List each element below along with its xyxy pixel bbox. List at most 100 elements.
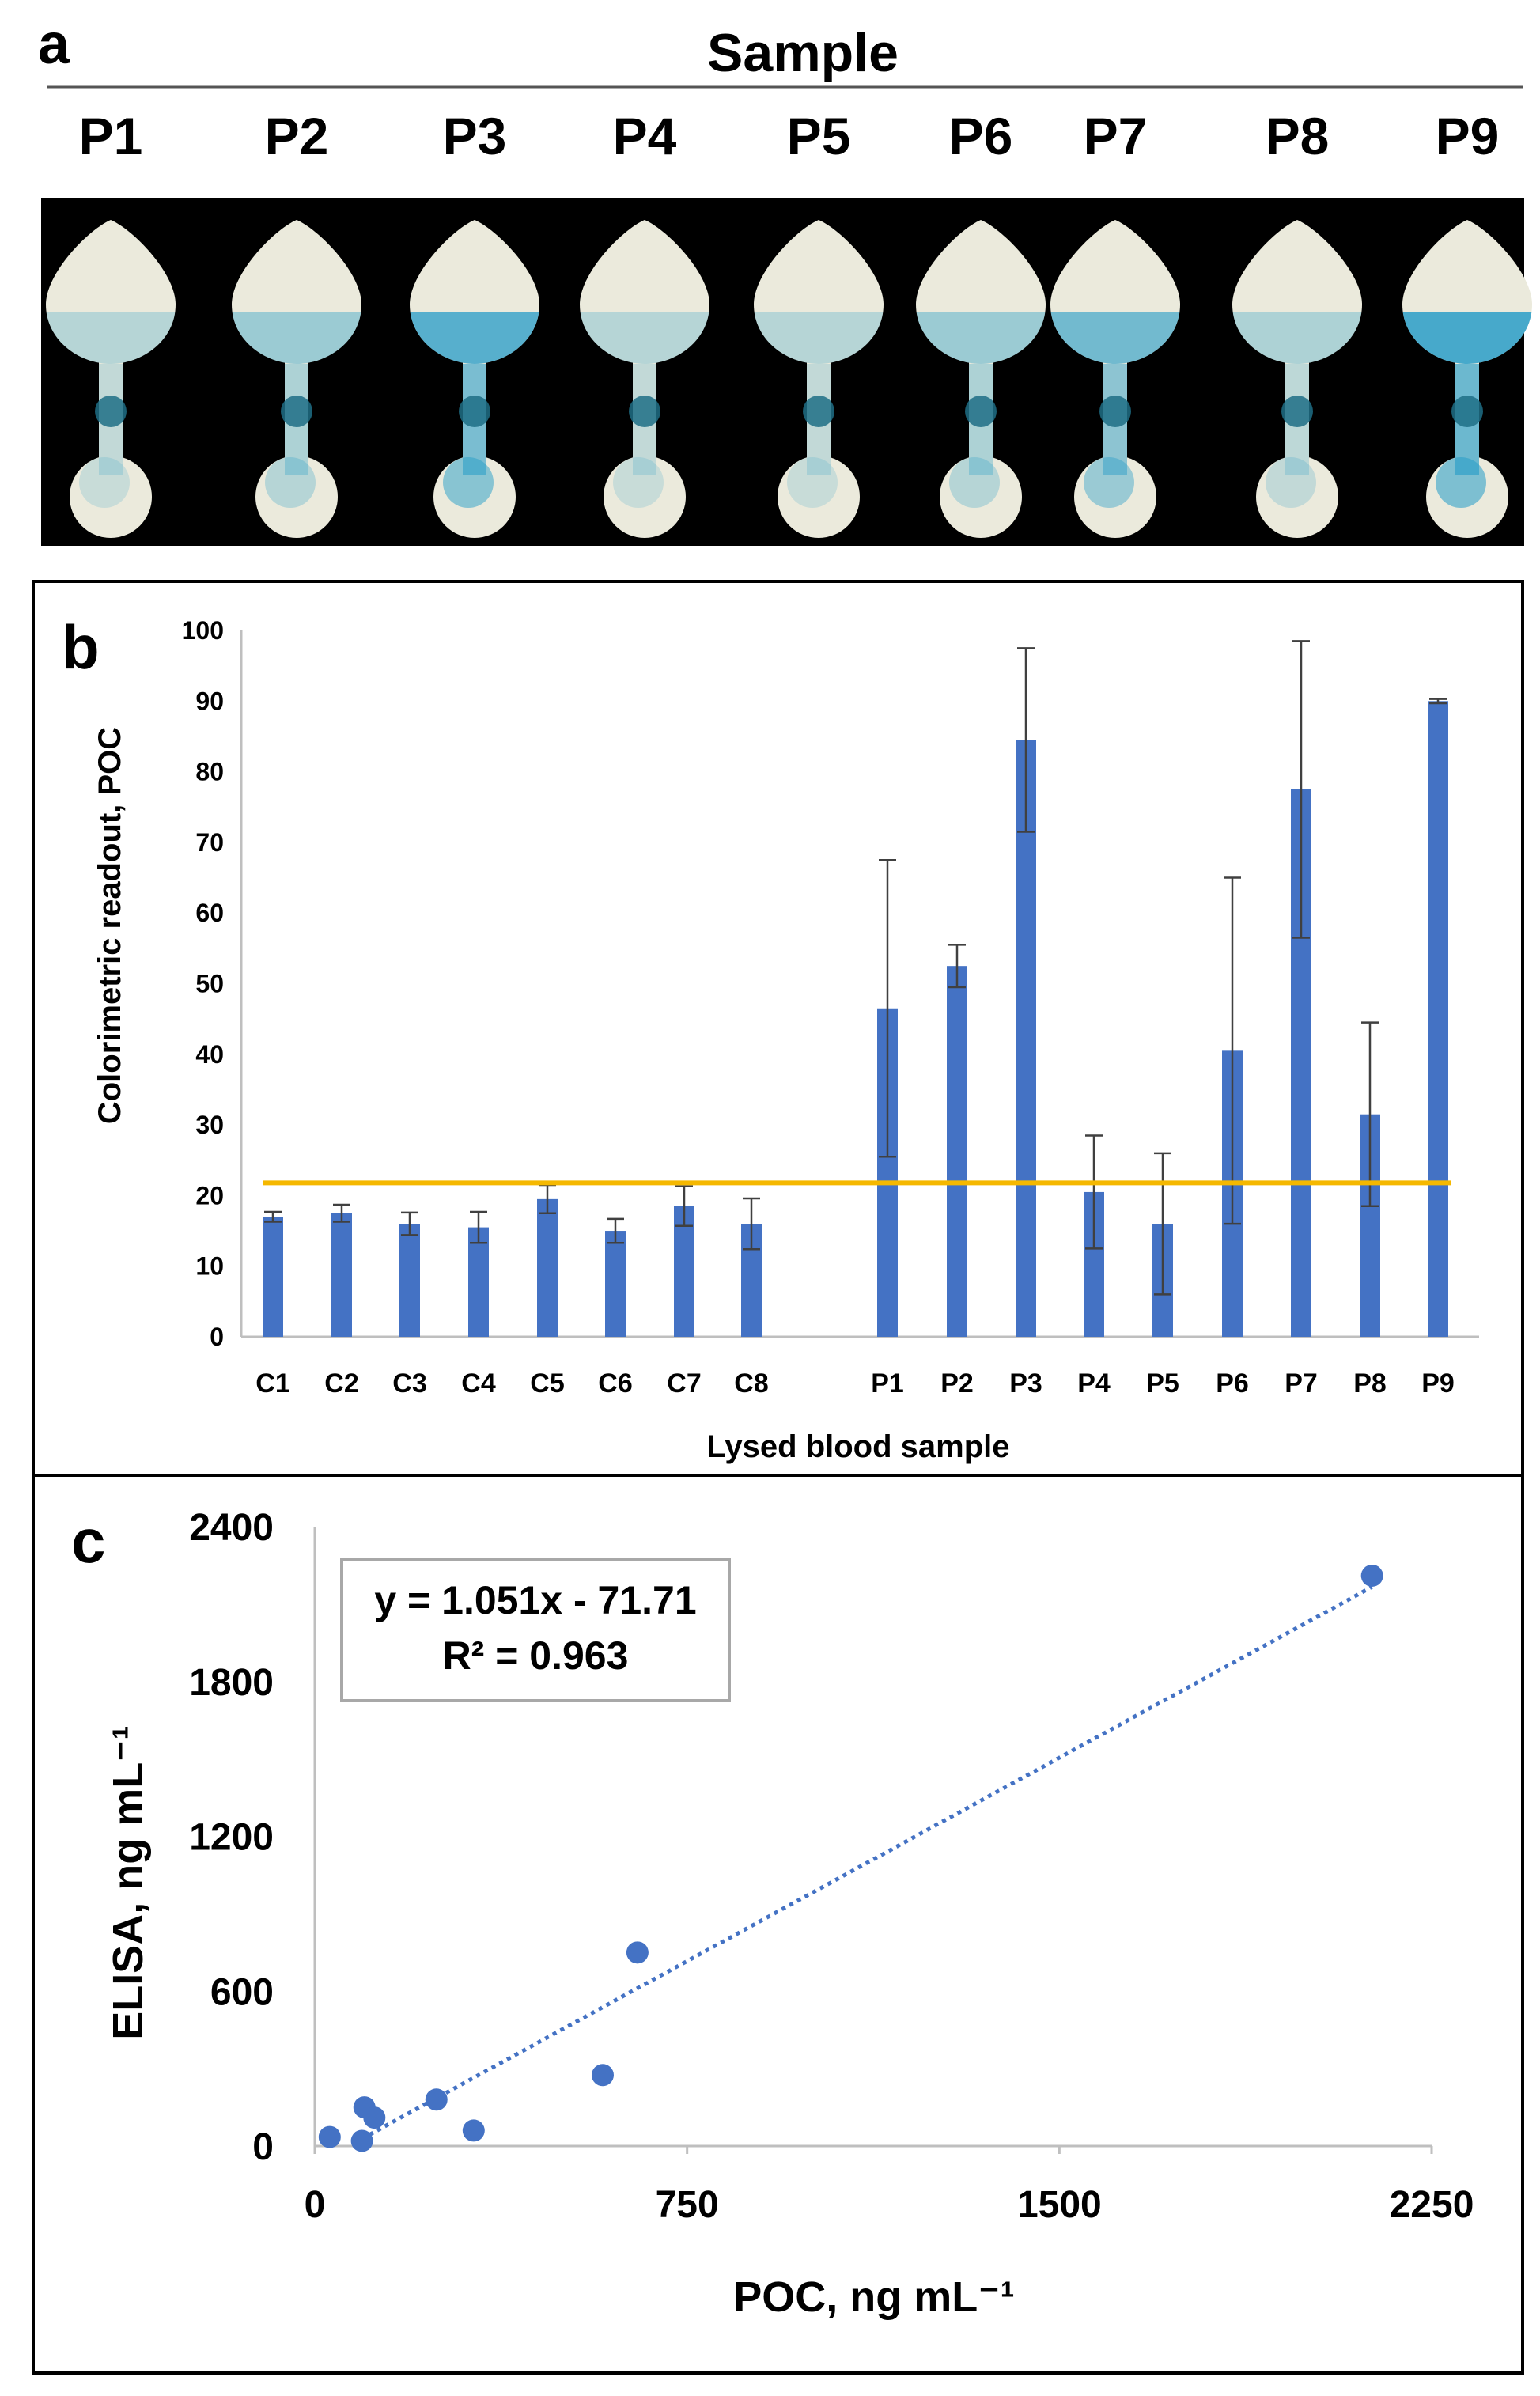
- bar-chart-y-tick-label: 10: [195, 1252, 224, 1281]
- bar-chart-x-tick-p6: P6: [1216, 1368, 1249, 1399]
- strip-bottom-disc: [70, 456, 152, 538]
- panel-c-frame: [32, 1474, 1524, 2375]
- scatter-ticks: 0 600 1200 1800 2400 0 750 1500 2250: [189, 1507, 1474, 2226]
- bar-chart-x-tick-p8: P8: [1353, 1368, 1387, 1399]
- bar-chart-y-tick-label: 70: [195, 828, 224, 857]
- scatter-point-3: [363, 2106, 386, 2129]
- bar-chart-x-tick-p9: P9: [1421, 1368, 1455, 1399]
- error-bar-c2: [333, 1203, 350, 1223]
- scatter-point-8: [626, 1941, 649, 1964]
- bar-chart-y-tick-label: 20: [195, 1181, 224, 1209]
- scatter-x-tick-label: 1500: [1017, 2184, 1102, 2226]
- bar-chart-x-tick-c8: C8: [734, 1368, 768, 1399]
- strip-disc-stain: [1084, 457, 1134, 508]
- error-bar-p8: [1361, 1021, 1379, 1208]
- scatter-y-tick-label: 600: [210, 1971, 274, 2013]
- error-bar-c8: [743, 1197, 760, 1251]
- error-bar-p1: [879, 858, 896, 1158]
- panel-a: a Sample P1 P2 P3 P4 P5 P6 P7 P8 P9: [38, 13, 1532, 546]
- strip-bottom-disc: [778, 456, 860, 538]
- strip-node: [1099, 396, 1131, 427]
- bar-c3: [399, 1224, 420, 1337]
- scatter-axes: [313, 1527, 1433, 2154]
- scatter-x-tick-label: 750: [656, 2184, 719, 2226]
- bar-c6: [605, 1231, 626, 1337]
- error-bar-p2: [948, 944, 966, 989]
- error-bar-p6: [1224, 876, 1241, 1225]
- strip-bottom-disc: [1074, 456, 1156, 538]
- paper-strip-p6: [916, 220, 1046, 538]
- bar-chart-x-label: Lysed blood sample: [706, 1429, 1009, 1464]
- bar-c1: [263, 1217, 283, 1337]
- trendline: [361, 1584, 1373, 2141]
- bar-chart-y-tick-label: 40: [195, 1040, 224, 1069]
- error-bar-p9: [1429, 698, 1447, 705]
- sample-label-p9: P9: [1436, 107, 1500, 165]
- bar-chart-ticks: 0 10 20 30 40 50 60 70 80 90 100 C1 C2 C3 C4 C5 C6 C7 C8 P1…: [182, 616, 1455, 1399]
- strip-disc-stain: [787, 457, 838, 508]
- panel-b: b Colorimetric readout, POC Lysed blood …: [32, 580, 1524, 1477]
- bar-p2: [947, 966, 967, 1337]
- bar-chart-y-label: Colorimetric readout, POC: [93, 727, 127, 1124]
- bar-c2: [331, 1213, 352, 1337]
- error-bar-p3: [1017, 647, 1035, 833]
- strip-node: [965, 396, 997, 427]
- sample-label-p5: P5: [787, 107, 851, 165]
- bar-p3: [1016, 740, 1036, 1337]
- bar-chart-x-tick-p3: P3: [1009, 1368, 1042, 1399]
- panel-c-label: c: [71, 1506, 105, 1576]
- strip-disc-stain: [1266, 457, 1316, 508]
- strip-node: [629, 396, 660, 427]
- strip-disc-stain: [1436, 457, 1486, 508]
- scatter-x-tick-label: 0: [305, 2184, 326, 2226]
- scatter-point-1: [318, 2125, 341, 2148]
- sample-labels: P1 P2 P3 P4 P5 P6 P7 P8 P9: [79, 107, 1500, 165]
- strip-top-lobe: [916, 220, 1046, 364]
- sample-label-p3: P3: [443, 107, 507, 165]
- bar-chart-x-tick-c7: C7: [667, 1368, 701, 1399]
- bar-c5: [537, 1198, 558, 1337]
- paper-strip-p8: [1232, 220, 1362, 538]
- bar-chart-x-tick-p1: P1: [871, 1368, 904, 1399]
- scatter-point-6: [462, 2119, 485, 2142]
- bar-chart-y-tick-label: 60: [195, 899, 224, 927]
- bar-c4: [468, 1227, 489, 1337]
- error-bar-p4: [1085, 1134, 1103, 1250]
- scatter-x-label: POC, ng mL⁻¹: [733, 2273, 1014, 2321]
- strip-top-lobe: [754, 220, 884, 364]
- error-bar-c3: [401, 1211, 418, 1236]
- bar-chart-y-tick-label: 30: [195, 1111, 224, 1139]
- strip-disc-stain: [265, 457, 316, 508]
- scatter-points: [318, 1564, 1383, 2152]
- bar-chart-y-tick-label: 50: [195, 970, 224, 998]
- strip-node: [1281, 396, 1313, 427]
- strip-bottom-disc: [604, 456, 686, 538]
- sample-label-p6: P6: [949, 107, 1013, 165]
- sample-label-p8: P8: [1266, 107, 1330, 165]
- panel-b-label: b: [62, 612, 100, 682]
- bar-chart-y-tick-label: 80: [195, 758, 224, 786]
- bar-chart-x-tick-c1: C1: [255, 1368, 289, 1399]
- scatter-y-tick-label: 1800: [189, 1662, 274, 1704]
- sample-label-p7: P7: [1084, 107, 1148, 165]
- strip-node: [95, 396, 127, 427]
- bar-chart-x-tick-c5: C5: [530, 1368, 564, 1399]
- strip-disc-stain: [443, 457, 494, 508]
- sample-label-p4: P4: [613, 107, 677, 165]
- error-bar-c6: [607, 1217, 624, 1244]
- paper-strip-p7: [1050, 220, 1180, 538]
- bar-chart-bars: [263, 701, 1448, 1337]
- bar-chart-axes: [240, 630, 1479, 1338]
- scatter-point-4: [350, 2129, 373, 2152]
- bar-chart-x-tick-p2: P2: [940, 1368, 974, 1399]
- error-bar-c7: [675, 1185, 693, 1228]
- bar-chart-x-tick-p5: P5: [1146, 1368, 1179, 1399]
- strip-node: [281, 396, 312, 427]
- equation-box: [340, 1558, 731, 1702]
- bar-chart-error-bars: [264, 640, 1447, 1296]
- strip-top-lobe: [232, 220, 361, 364]
- strip-node: [803, 396, 834, 427]
- bar-chart-y-tick-label: 100: [182, 616, 224, 645]
- bar-chart-y-tick-label: 0: [210, 1323, 224, 1351]
